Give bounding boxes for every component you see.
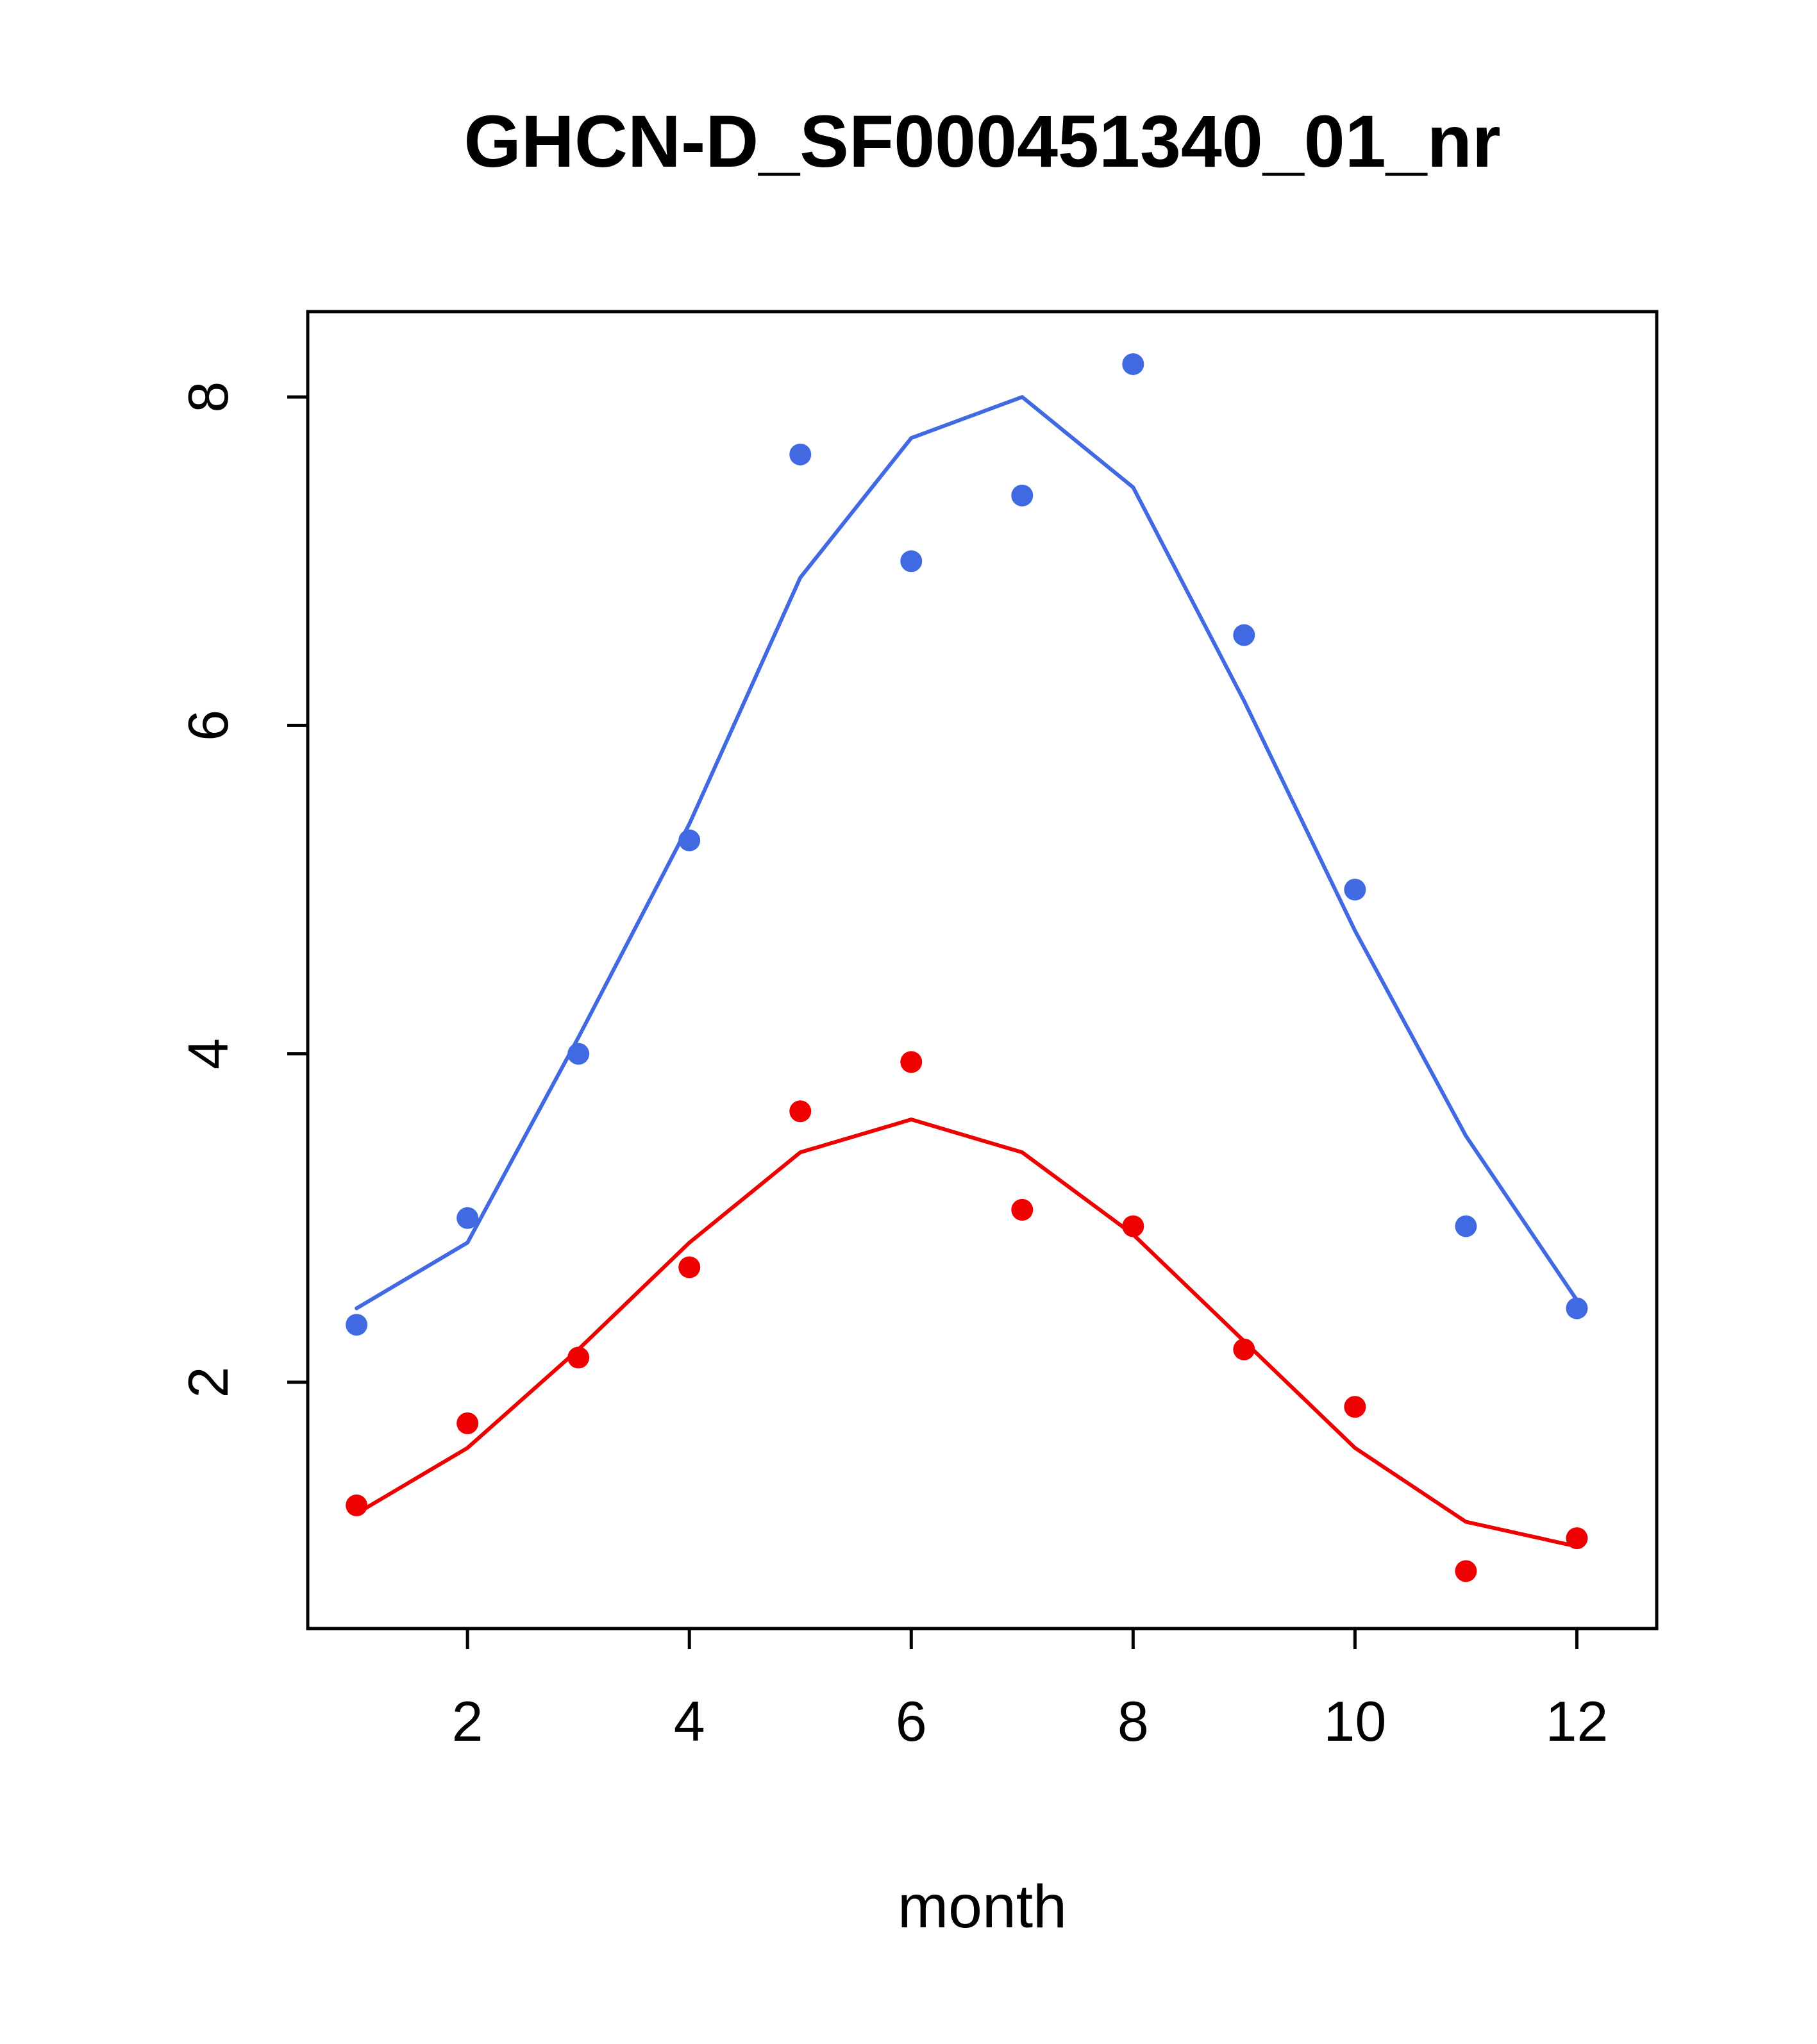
red-monthly-points-point: [346, 1494, 368, 1516]
red-monthly-points-point: [456, 1412, 479, 1434]
plot-box: [306, 310, 1659, 1630]
red-monthly-points-point: [1566, 1527, 1588, 1550]
blue-monthly-points-point: [456, 1207, 479, 1229]
y-tick-label: 4: [176, 1038, 240, 1069]
x-tick-label: 4: [674, 1689, 705, 1753]
x-axis-title: month: [897, 1873, 1068, 1941]
y-tick-label: 6: [176, 710, 240, 741]
blue-monthly-points-point: [1011, 484, 1034, 507]
red-monthly-points-point: [900, 1051, 923, 1073]
blue-monthly-points-point: [1122, 353, 1144, 375]
red-monthly-points-point: [1344, 1396, 1366, 1418]
x-tick-label: 8: [1118, 1689, 1149, 1753]
x-tick-label: 6: [896, 1689, 927, 1753]
red-monthly-points-point: [789, 1100, 812, 1123]
x-tick-label: 10: [1323, 1689, 1386, 1753]
x-tick-label: 12: [1545, 1689, 1608, 1753]
y-tick-label: 8: [176, 381, 240, 413]
red-monthly-points-point: [1233, 1338, 1255, 1361]
red-monthly-points-point: [1122, 1215, 1144, 1237]
blue-monthly-points-point: [346, 1314, 368, 1336]
red-monthly-points-point: [678, 1256, 701, 1278]
blue-monthly-points-point: [1455, 1215, 1477, 1237]
blue-monthly-points-point: [1344, 878, 1366, 901]
red-fit-line: [355, 1118, 1579, 1548]
blue-monthly-points-point: [678, 829, 701, 851]
blue-monthly-points-point: [567, 1043, 590, 1065]
blue-monthly-points-point: [1566, 1297, 1588, 1319]
blue-monthly-points-point: [789, 443, 812, 465]
red-monthly-points-point: [1455, 1560, 1477, 1582]
red-monthly-points-point: [1011, 1198, 1034, 1221]
blue-monthly-points-point: [900, 550, 923, 573]
x-tick-label: 2: [452, 1689, 483, 1753]
chart-title: GHCN-D_SF000451340_01_nr: [464, 101, 1501, 183]
blue-fit-line: [355, 395, 1579, 1311]
red-monthly-points-point: [567, 1346, 590, 1369]
blue-monthly-points-point: [1233, 624, 1255, 646]
y-tick-label: 2: [176, 1366, 240, 1398]
